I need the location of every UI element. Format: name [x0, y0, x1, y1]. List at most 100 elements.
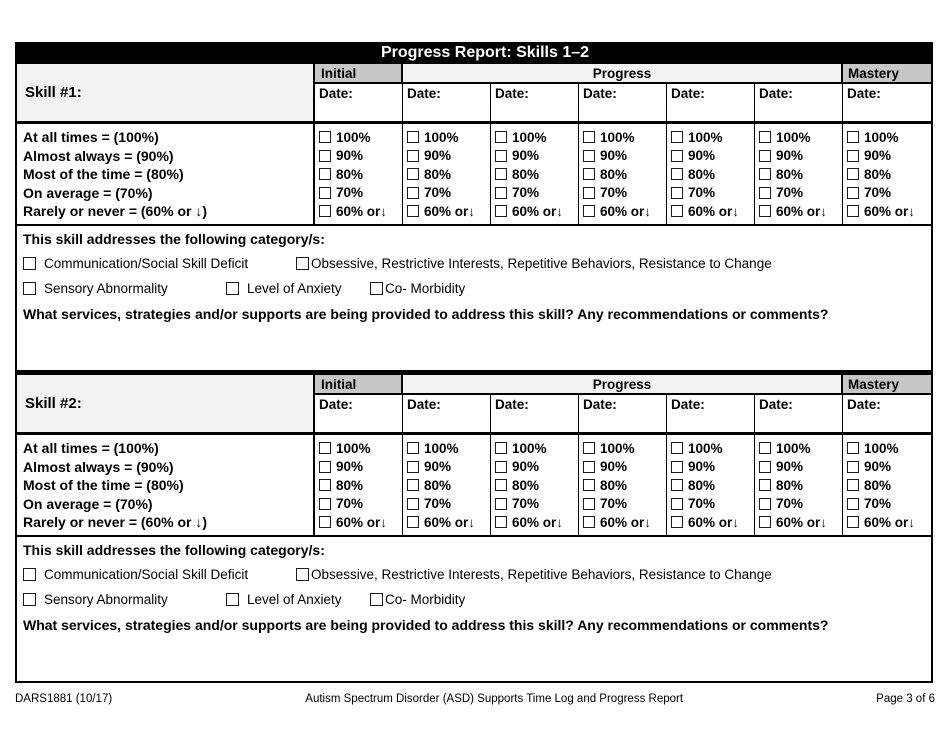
checkbox[interactable]	[847, 479, 859, 492]
checkbox[interactable]	[23, 568, 36, 581]
checkbox[interactable]	[583, 131, 595, 144]
checkbox[interactable]	[407, 205, 419, 218]
checkbox[interactable]	[847, 168, 859, 181]
date-field[interactable]: Date:	[491, 84, 579, 121]
checkbox[interactable]	[583, 205, 595, 218]
checkbox[interactable]	[23, 282, 36, 295]
checkbox[interactable]	[671, 205, 683, 218]
checkbox[interactable]	[671, 131, 683, 144]
checkbox[interactable]	[319, 186, 331, 199]
checkbox[interactable]	[847, 149, 859, 162]
checkbox[interactable]	[495, 460, 507, 473]
checkbox[interactable]	[583, 479, 595, 492]
date-field[interactable]: Date:	[403, 84, 491, 121]
checkbox[interactable]	[319, 205, 331, 218]
checkbox[interactable]	[583, 516, 595, 529]
checkbox[interactable]	[319, 497, 331, 510]
checkbox[interactable]	[847, 131, 859, 144]
category-option-obsessive[interactable]: Obsessive, Restrictive Interests, Repeti…	[296, 256, 772, 271]
date-field[interactable]: Date:	[843, 84, 931, 121]
checkbox[interactable]	[671, 186, 683, 199]
checkbox[interactable]	[319, 442, 331, 455]
date-field[interactable]: Date:	[667, 84, 755, 121]
checkbox[interactable]	[296, 568, 309, 581]
skill-2-name-field[interactable]: Skill #2:	[17, 375, 315, 432]
checkbox[interactable]	[583, 168, 595, 181]
checkbox[interactable]	[759, 479, 771, 492]
date-field[interactable]: Date:	[579, 395, 667, 432]
checkbox[interactable]	[23, 257, 36, 270]
checkbox[interactable]	[407, 479, 419, 492]
checkbox[interactable]	[847, 186, 859, 199]
skill-1-name-field[interactable]: Skill #1:	[17, 64, 315, 121]
date-field[interactable]: Date:	[755, 84, 843, 121]
category-option-comorbidity[interactable]: Co- Morbidity	[370, 592, 465, 607]
checkbox[interactable]	[759, 442, 771, 455]
checkbox[interactable]	[847, 442, 859, 455]
checkbox[interactable]	[495, 131, 507, 144]
checkbox[interactable]	[319, 131, 331, 144]
checkbox[interactable]	[370, 593, 383, 606]
checkbox[interactable]	[495, 497, 507, 510]
checkbox[interactable]	[671, 516, 683, 529]
date-field[interactable]: Date:	[667, 395, 755, 432]
checkbox[interactable]	[583, 149, 595, 162]
checkbox[interactable]	[407, 149, 419, 162]
checkbox[interactable]	[847, 460, 859, 473]
checkbox[interactable]	[583, 460, 595, 473]
checkbox[interactable]	[847, 497, 859, 510]
checkbox[interactable]	[370, 282, 383, 295]
checkbox[interactable]	[495, 442, 507, 455]
date-field[interactable]: Date:	[755, 395, 843, 432]
checkbox[interactable]	[319, 516, 331, 529]
checkbox[interactable]	[23, 593, 36, 606]
checkbox[interactable]	[226, 282, 239, 295]
checkbox[interactable]	[759, 205, 771, 218]
checkbox[interactable]	[495, 149, 507, 162]
checkbox[interactable]	[759, 149, 771, 162]
checkbox[interactable]	[226, 593, 239, 606]
checkbox[interactable]	[671, 479, 683, 492]
checkbox[interactable]	[759, 168, 771, 181]
category-option-anxiety[interactable]: Level of Anxiety	[226, 281, 370, 296]
checkbox[interactable]	[847, 205, 859, 218]
category-option-communication[interactable]: Communication/Social Skill Deficit	[23, 567, 296, 582]
date-field[interactable]: Date:	[403, 395, 491, 432]
comments-area[interactable]	[23, 322, 923, 370]
checkbox[interactable]	[847, 516, 859, 529]
checkbox[interactable]	[495, 479, 507, 492]
checkbox[interactable]	[671, 442, 683, 455]
checkbox[interactable]	[495, 516, 507, 529]
checkbox[interactable]	[407, 442, 419, 455]
checkbox[interactable]	[319, 168, 331, 181]
checkbox[interactable]	[407, 516, 419, 529]
checkbox[interactable]	[495, 168, 507, 181]
checkbox[interactable]	[495, 205, 507, 218]
checkbox[interactable]	[759, 497, 771, 510]
checkbox[interactable]	[583, 186, 595, 199]
date-field[interactable]: Date:	[315, 395, 403, 432]
date-field[interactable]: Date:	[579, 84, 667, 121]
checkbox[interactable]	[671, 149, 683, 162]
checkbox[interactable]	[495, 186, 507, 199]
category-option-communication[interactable]: Communication/Social Skill Deficit	[23, 256, 296, 271]
checkbox[interactable]	[759, 131, 771, 144]
checkbox[interactable]	[407, 460, 419, 473]
category-option-sensory[interactable]: Sensory Abnormality	[23, 592, 226, 607]
checkbox[interactable]	[671, 460, 683, 473]
checkbox[interactable]	[583, 442, 595, 455]
date-field[interactable]: Date:	[315, 84, 403, 121]
checkbox[interactable]	[407, 186, 419, 199]
comments-area[interactable]	[23, 633, 923, 681]
category-option-anxiety[interactable]: Level of Anxiety	[226, 592, 370, 607]
checkbox[interactable]	[407, 497, 419, 510]
checkbox[interactable]	[671, 497, 683, 510]
checkbox[interactable]	[759, 186, 771, 199]
category-option-comorbidity[interactable]: Co- Morbidity	[370, 281, 465, 296]
checkbox[interactable]	[296, 257, 309, 270]
category-option-obsessive[interactable]: Obsessive, Restrictive Interests, Repeti…	[296, 567, 772, 582]
checkbox[interactable]	[319, 149, 331, 162]
category-option-sensory[interactable]: Sensory Abnormality	[23, 281, 226, 296]
checkbox[interactable]	[407, 168, 419, 181]
checkbox[interactable]	[759, 516, 771, 529]
